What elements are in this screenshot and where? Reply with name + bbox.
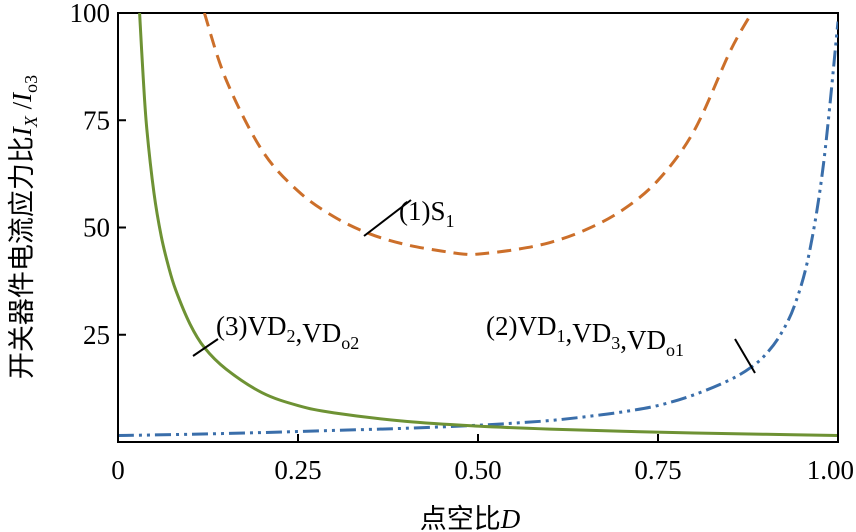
annotation-s2: (2)VD1,VD3,VDo1 bbox=[486, 311, 684, 360]
y-axis-title-text: 开关器件电流应力比 bbox=[7, 136, 37, 379]
annotation-separator: , bbox=[295, 318, 302, 348]
annotation-leader-s3 bbox=[192, 338, 219, 357]
annotation-symbol: S bbox=[430, 196, 445, 226]
x-axis-title: 点空比D bbox=[420, 504, 521, 532]
series-line-s3 bbox=[138, 13, 838, 438]
y-tick-label: 75 bbox=[83, 105, 110, 135]
y-axis-title-subscript: X bbox=[21, 115, 41, 128]
y-axis-title-subscript-2: o3 bbox=[21, 75, 41, 93]
annotation-subscript: 1 bbox=[446, 211, 455, 231]
annotation-separator: , bbox=[565, 318, 572, 348]
annotation-prefix: (2) bbox=[486, 311, 517, 341]
annotation-symbol: VD bbox=[517, 311, 556, 341]
annotation-symbol: VD bbox=[572, 318, 611, 348]
annotation-s3: (3)VD2,VDo2 bbox=[216, 311, 359, 353]
y-axis-title: 开关器件电流应力比IX /Io3 bbox=[7, 75, 41, 379]
y-tick-label: 100 bbox=[70, 0, 111, 28]
y-axis-title-slash: / bbox=[7, 101, 37, 116]
x-axis-title-variable: D bbox=[500, 504, 521, 532]
annotation-subscript: 3 bbox=[611, 333, 620, 353]
x-tick-label: 0 bbox=[111, 455, 125, 485]
x-axis-title-text: 点空比 bbox=[420, 504, 501, 532]
annotation-prefix: (1) bbox=[399, 196, 430, 226]
annotation-s1: (1)S1 bbox=[399, 196, 455, 231]
annotation-subscript: 1 bbox=[556, 326, 565, 346]
annotation-prefix: (3) bbox=[216, 311, 247, 341]
x-tick-label: 0.25 bbox=[274, 455, 321, 485]
x-tick-label: 1.00 bbox=[807, 455, 854, 485]
annotation-layer: (1)S1(2)VD1,VD3,VDo1(3)VD2,VDo2 bbox=[192, 196, 756, 374]
annotation-symbol: VD bbox=[247, 311, 286, 341]
series-layer bbox=[118, 13, 838, 438]
annotation-symbol: VD bbox=[302, 318, 341, 348]
annotation-leader-s1 bbox=[363, 199, 412, 237]
y-axis-title-variable: I bbox=[7, 125, 37, 137]
y-axis-title-variable-2: I bbox=[7, 91, 37, 103]
y-tick-label: 25 bbox=[83, 320, 110, 350]
y-tick-label: 50 bbox=[83, 213, 110, 243]
x-tick-label: 0.50 bbox=[454, 455, 501, 485]
annotation-subscript: o1 bbox=[666, 340, 684, 360]
annotation-symbol: VD bbox=[627, 325, 666, 355]
series-line-s1 bbox=[202, 13, 753, 257]
annotation-leader-s2 bbox=[734, 338, 756, 374]
annotation-separator: , bbox=[620, 325, 627, 355]
x-tick-label: 0.75 bbox=[634, 455, 681, 485]
series-line-s2 bbox=[118, 21, 838, 438]
annotation-subscript: 2 bbox=[286, 326, 295, 346]
annotation-subscript: o2 bbox=[341, 333, 359, 353]
tick-layer: 0 0.25 0.50 0.75 1.00 25 50 75 100 bbox=[70, 0, 855, 485]
